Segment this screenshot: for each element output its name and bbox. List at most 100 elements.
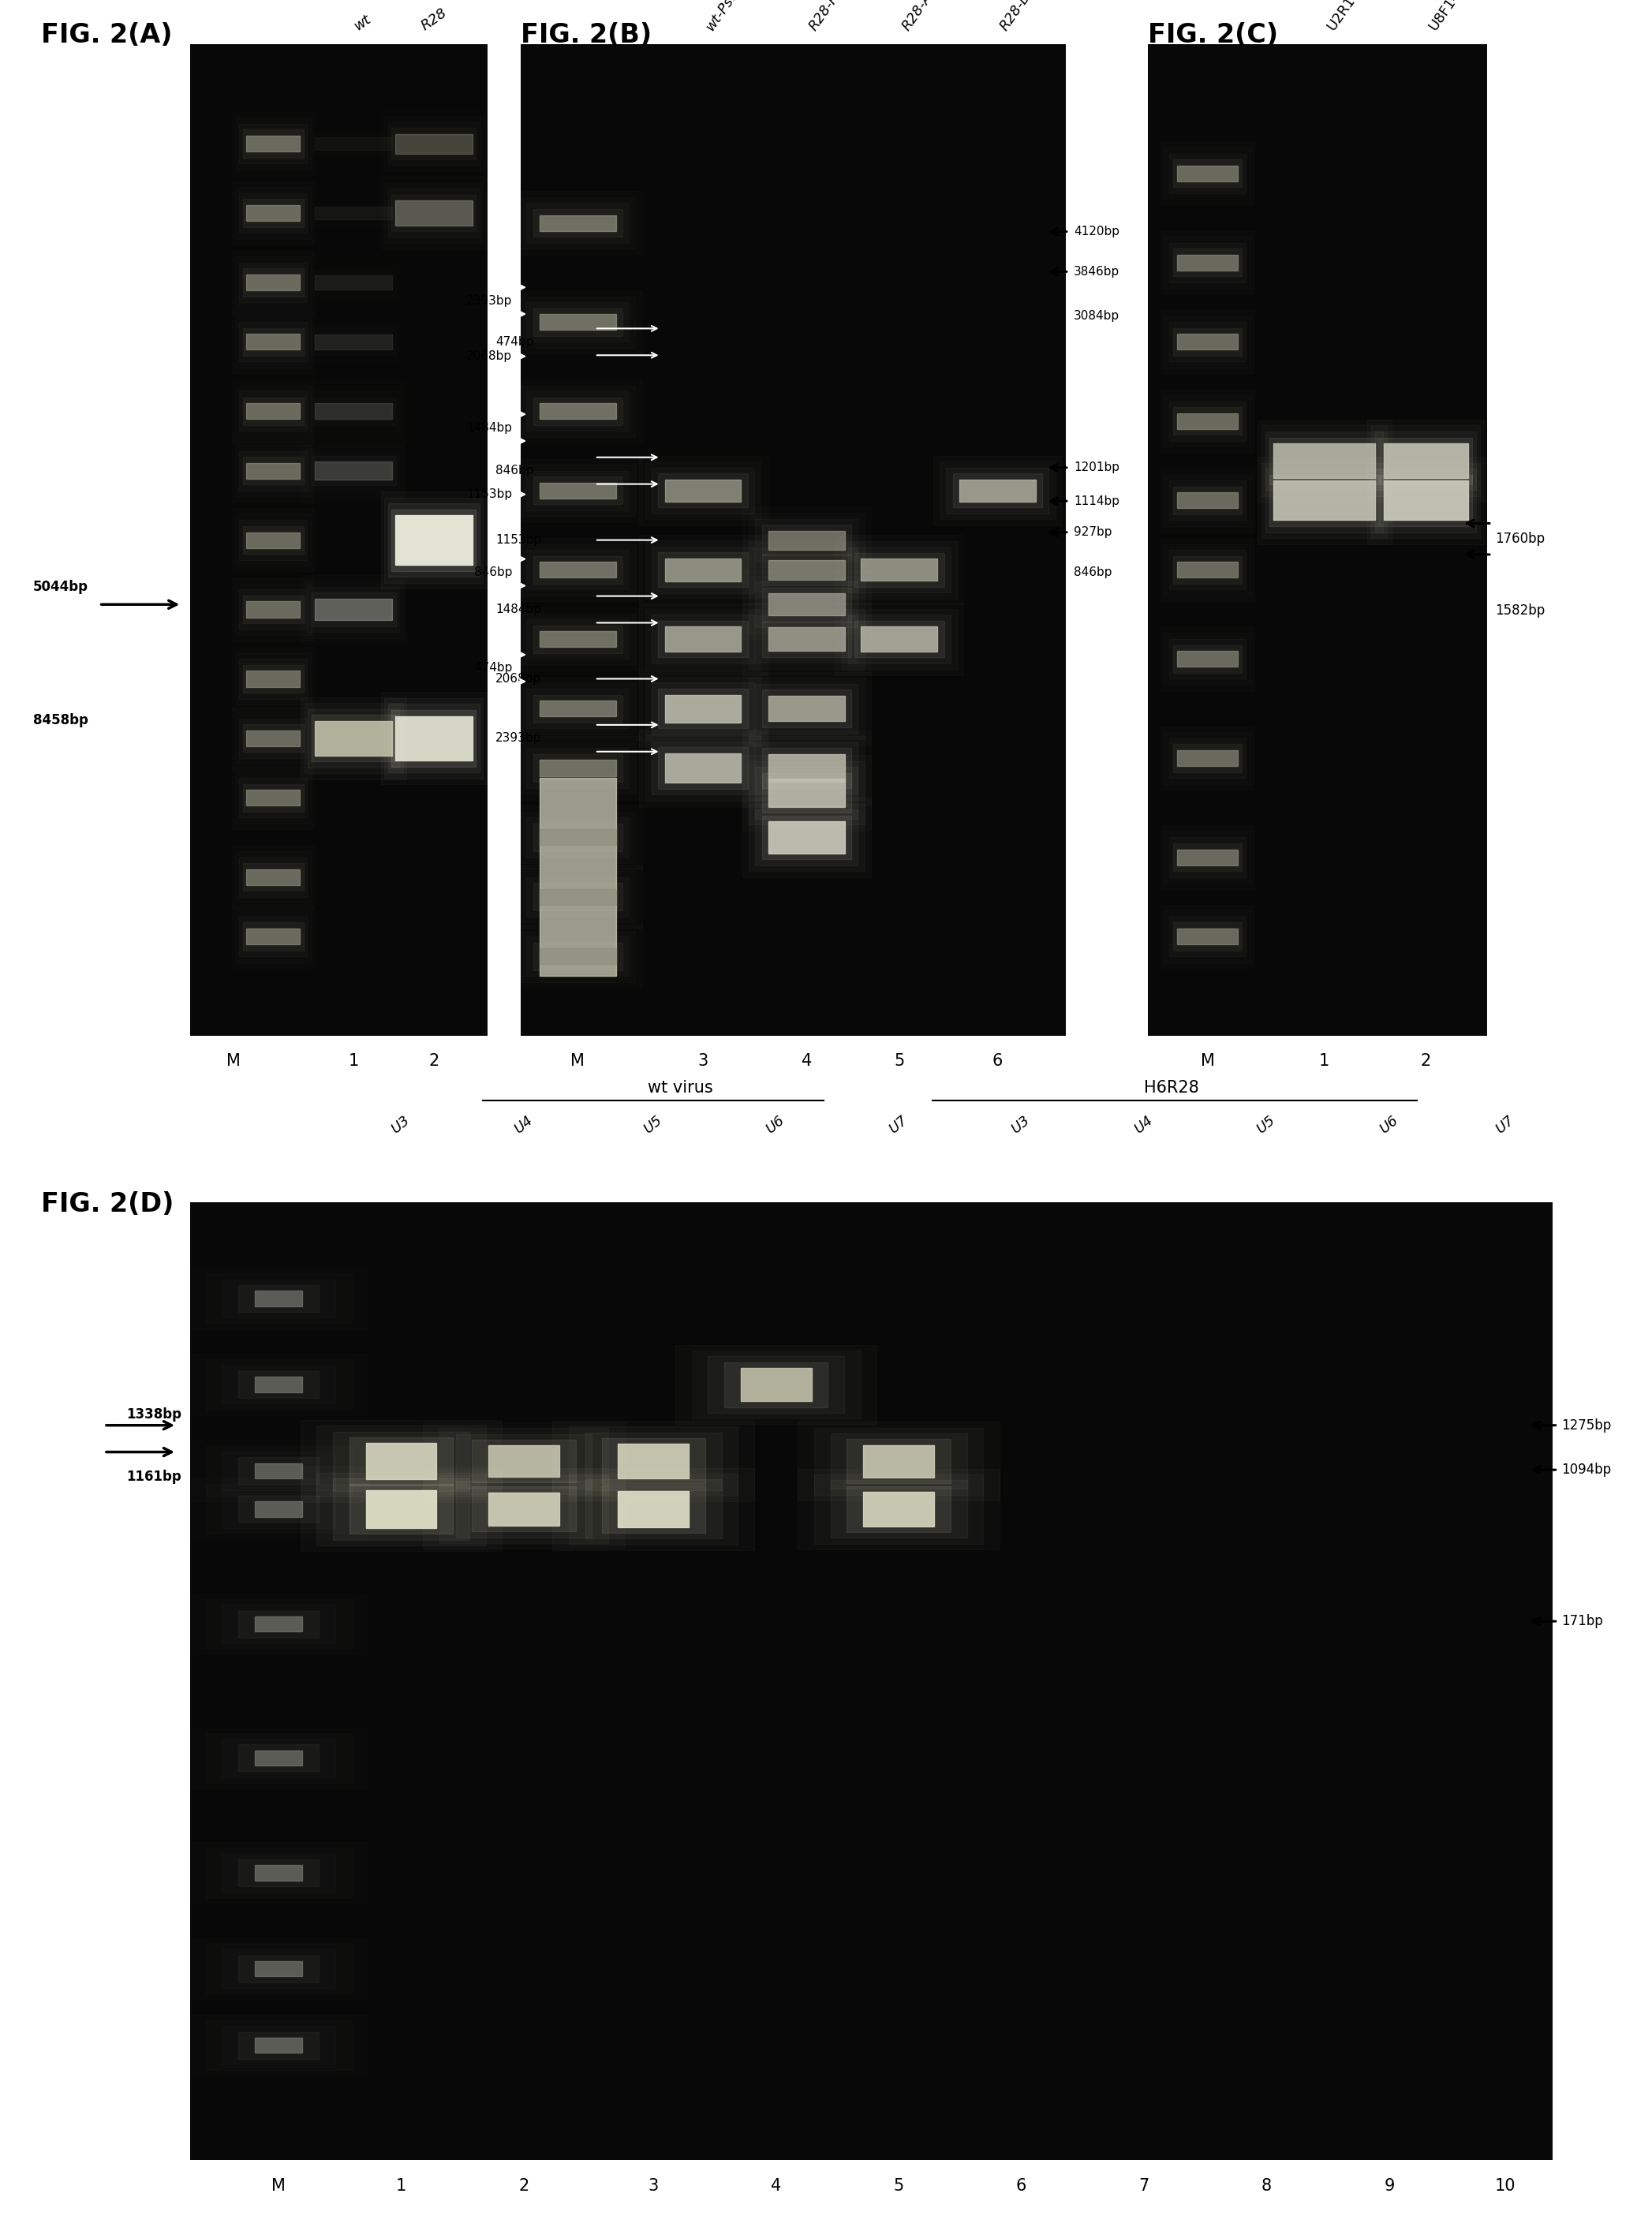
Bar [514,864,643,929]
Text: M: M [570,1053,585,1069]
Bar [311,327,396,356]
Bar [385,116,482,171]
Bar [243,784,304,811]
Bar [527,688,629,728]
Text: M: M [1201,1053,1214,1069]
Bar [755,615,857,664]
Bar [520,871,636,922]
Bar [933,457,1062,526]
Bar [243,595,304,624]
Bar [724,1363,828,1407]
Text: 4120bp: 4120bp [1074,225,1120,238]
Bar [1173,408,1242,434]
Bar [1173,844,1242,871]
Bar [692,1350,861,1419]
Bar [243,129,304,158]
Bar [243,724,304,753]
Bar [334,1479,469,1539]
Bar [240,590,307,630]
Bar [742,537,871,604]
Bar [762,773,851,813]
Bar [395,715,472,762]
Bar [301,252,406,314]
Bar [1173,744,1242,773]
Bar [221,2027,335,2064]
Bar [1176,650,1237,666]
Bar [514,379,643,443]
Bar [748,762,864,824]
Text: U4: U4 [1132,1114,1156,1136]
Bar [240,659,307,699]
Bar [1170,243,1246,283]
Bar [388,189,479,238]
Bar [1379,474,1472,526]
Bar [834,534,963,604]
Bar [489,1492,560,1525]
Bar [1176,848,1237,864]
Bar [653,742,755,795]
Bar [534,209,623,236]
Bar [748,512,864,568]
Bar [190,1479,368,1539]
Bar [254,1501,302,1517]
Bar [221,1452,335,1490]
Bar [740,1367,811,1401]
Bar [1176,492,1237,508]
Bar [236,713,311,764]
Bar [755,742,857,793]
Bar [847,1485,950,1532]
Bar [540,483,616,499]
Text: 1760bp: 1760bp [1495,532,1545,546]
Bar [243,922,304,951]
Bar [190,1592,368,1655]
Bar [568,1428,738,1497]
Text: U5: U5 [641,1114,666,1136]
Bar [831,1481,966,1537]
Bar [385,183,482,243]
Bar [798,1470,999,1550]
Bar [205,1361,352,1410]
Bar [317,1472,486,1546]
Bar [653,684,755,735]
Bar [304,385,403,436]
Bar [1170,323,1246,361]
Bar [831,1434,966,1490]
Text: 1153bp: 1153bp [496,534,542,546]
Bar [552,1421,755,1501]
Text: 927bp: 927bp [1074,526,1112,539]
Bar [1173,646,1242,673]
Bar [233,706,314,771]
Bar [540,403,616,419]
Bar [527,817,629,857]
Bar [1165,911,1251,962]
Bar [762,526,851,555]
Bar [854,552,943,586]
Bar [1161,726,1254,791]
Bar [1170,154,1246,194]
Text: U4: U4 [512,1114,535,1136]
Bar [233,180,314,245]
Bar [233,577,314,641]
Bar [527,748,629,788]
Text: 5044bp: 5044bp [33,579,88,595]
Bar [520,742,636,793]
Bar [520,811,636,864]
Text: 1: 1 [349,1053,358,1069]
Bar [646,735,762,802]
Bar [301,1421,502,1503]
Bar [304,581,403,639]
Bar [676,1345,877,1425]
Bar [246,929,301,944]
Bar [1161,628,1254,690]
Text: 1114bp: 1114bp [1074,494,1120,508]
Bar [246,334,301,350]
Bar [316,207,392,220]
Bar [540,777,616,975]
Bar [246,274,301,290]
Bar [190,1937,368,2000]
Bar [618,1443,689,1479]
Bar [304,189,403,238]
Bar [653,546,755,592]
Bar [540,828,616,846]
Bar [254,1750,302,1766]
